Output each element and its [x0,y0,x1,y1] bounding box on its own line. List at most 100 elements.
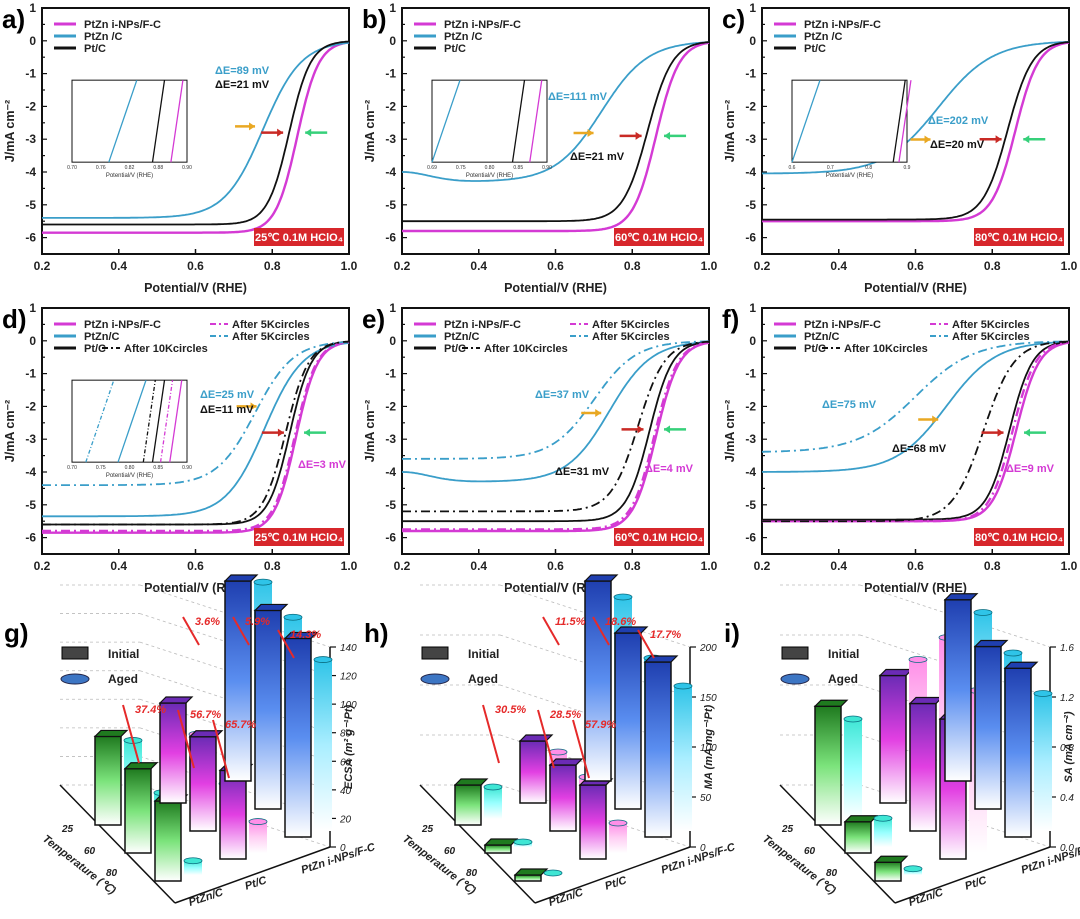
curve-ptzn-c-after-5kcircles [42,341,350,486]
bar-aged-top [973,609,993,616]
inset: 0.70 0.75 0.80 0.85 0.90 Potential/V (RHE) [67,379,192,479]
legend-label: Pt/C [84,343,106,355]
z-tick-label: 150 [700,693,717,704]
inset-curve [170,80,184,163]
bar-aged-top [313,656,333,663]
curve-ptzn-i-nps-f-c [42,41,350,234]
delta-e-annotation: ΔE=4 mV [645,463,694,475]
y-tick-label: -5 [25,198,36,212]
y-tick-label: -5 [745,198,756,212]
catalyst-label: PtZn i-NPs/F-C [300,841,378,877]
curve-ptzn-i-nps-f-c [402,341,710,533]
legend-swatch-initial [421,646,449,660]
x-tick-label: 1.0 [1061,559,1078,573]
bar-initial-top [873,855,909,863]
bar-initial [908,696,944,832]
y-tick-label: -1 [385,367,396,381]
delta-e-annotation: ΔE=3 mV [298,459,347,471]
arrow-yellow-head [587,128,594,137]
z-axis-title: ECSA (m² g⁻¹Pt) [343,705,355,790]
curve-ptzn-i-nps-f-c [402,41,710,233]
curve-ptzn-c [402,41,710,182]
inset-tick: 0.90 [182,165,192,171]
bar-aged-body [249,821,267,853]
bar-initial [548,758,584,832]
legend-label: PtZn/C [444,331,479,343]
legend-label: PtZn /C [804,31,843,43]
bar-aged [513,838,533,847]
y-tick-label: -5 [385,198,396,212]
bar-aged-body [874,818,892,847]
z-tick-label: 20 [339,814,352,825]
bar-initial [813,699,849,826]
bar-initial [583,574,619,782]
bar-initial-top [188,730,224,738]
panel-label: a) [2,4,25,34]
arrow-yellow-head [250,402,257,411]
y-tick-label: -4 [25,165,36,179]
catalyst-label: PtZn/C [907,886,945,909]
bar-initial-front [874,861,902,882]
bar-initial [453,778,489,826]
inset-tick: 0.75 [96,465,106,471]
inset-tick: 0.90 [542,165,552,171]
inset-curve [85,379,115,463]
y-tick-label: -5 [385,498,396,512]
curve-pt-c-after-10kcircles [42,340,350,526]
temperature-axis-title: Temperature (℃) [400,833,478,897]
delta-e-annotation: ΔE=75 mV [822,399,877,411]
inset-tick: 0.88 [153,165,163,171]
bar-aged-top [513,838,533,846]
curve-pt-c [762,41,1070,221]
y-tick-label: 0 [749,334,756,348]
catalyst-label: PtZn i-NPs/F-C [660,841,738,877]
x-tick-label: 0.6 [907,259,924,273]
bar-initial [93,729,129,826]
legend-label: Initial [468,647,499,661]
curve-ptzn-c [42,342,350,518]
y-axis-title: J/mA cm⁻² [363,100,377,162]
condition-badge [974,528,1064,546]
condition-badge [254,528,344,546]
bar-initial [943,593,979,782]
condition-text: 80℃ 0.1M HClO₄ [975,232,1063,244]
bar-initial-top [223,574,259,582]
bar-initial-front [844,821,872,854]
inset-curve [431,79,461,163]
inset-tick: 0.85 [153,465,163,471]
bar-aged-top [548,748,568,756]
legend-label: PtZn i-NPs/F-C [804,19,881,31]
legend-label: Aged [828,672,858,686]
y-tick-label: 1 [389,1,396,15]
legend-label: Aged [108,672,138,686]
bar-initial [1003,661,1039,838]
z-tick-label: 80 [340,729,352,740]
bar-initial-front [909,702,937,832]
bar-aged-top [673,682,693,690]
bar-aged-body [184,860,202,875]
loss-arrow [572,719,590,779]
curve-ptzn-c [402,341,710,483]
bar-initial [578,778,614,860]
loss-percent-label: 14.3% [290,629,321,641]
bar-initial-top [123,762,159,770]
x-tick-label: 0.8 [264,259,281,273]
delta-e-annotation: ΔE=25 mV [200,389,255,401]
inset: 0.70 0.76 0.82 0.88 0.90 Potential/V (RHE) [67,79,192,179]
y-tick-label: -3 [745,432,756,446]
legend-label: After 5Kcircles [592,319,670,331]
z-axis-title: MA (mA mg⁻¹Pt) [703,704,715,789]
panel-label: b) [362,4,387,34]
legend-label: PtZn/C [84,331,119,343]
legend-label: PtZn /C [84,31,123,43]
z-tick-label: 0.0 [1060,843,1074,854]
inset-tick: 0.75 [456,165,466,171]
x-axis-title: Potential/V (RHE) [504,581,607,595]
y-axis-title: J/mA cm⁻² [3,100,17,162]
loss-arrow [542,616,560,646]
bar-aged-top [613,593,633,601]
bar-aged [313,656,333,831]
y-tick-label: -3 [25,132,36,146]
